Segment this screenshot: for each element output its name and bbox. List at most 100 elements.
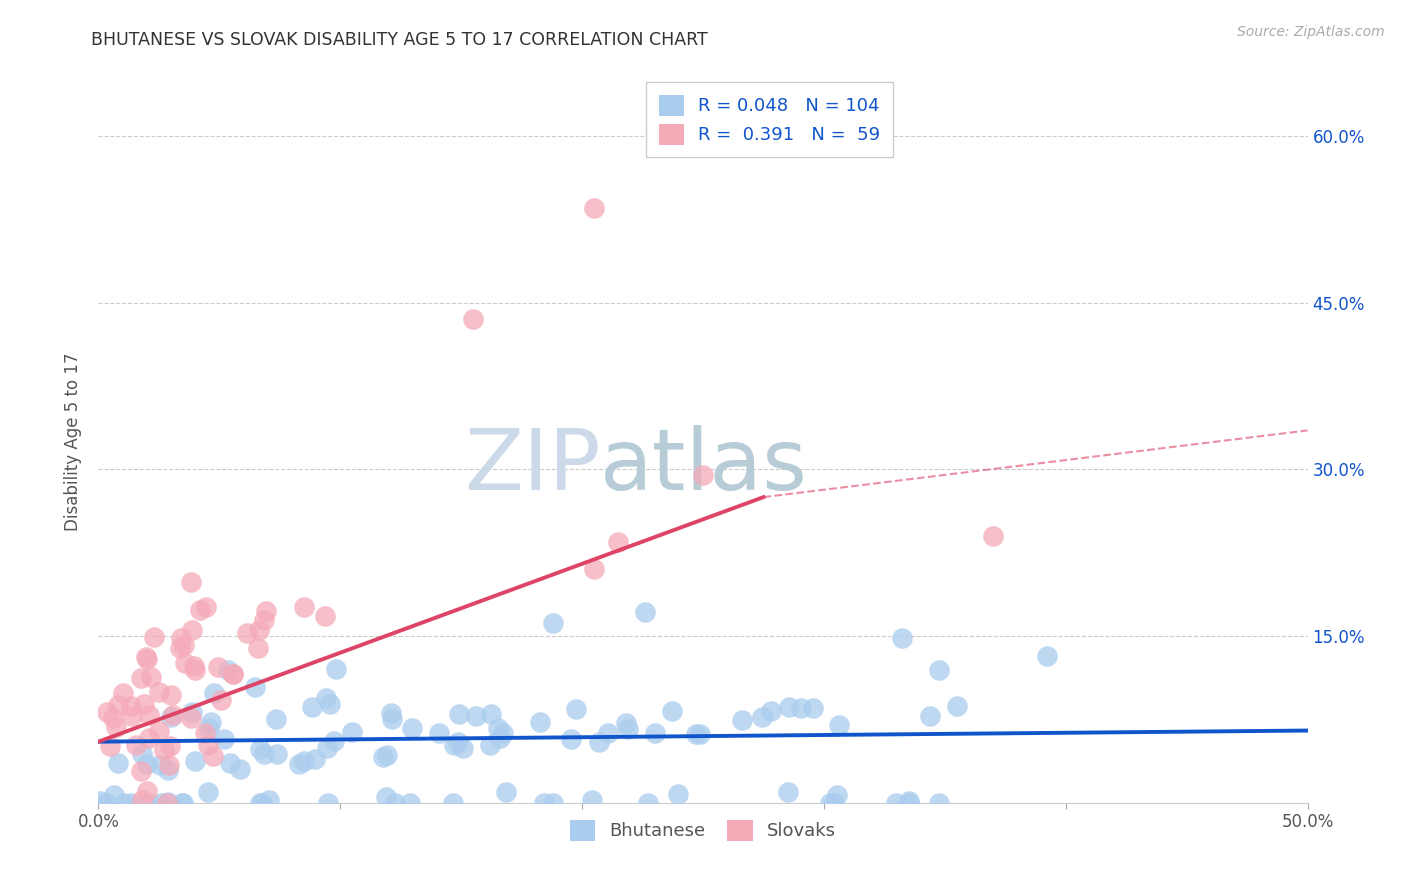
Point — [399, 796, 422, 810]
Point — [94, 796, 117, 810]
Point — [103, 711, 125, 725]
Point — [198, 721, 221, 735]
Point — [533, 796, 555, 810]
Point — [588, 735, 610, 749]
Point — [170, 632, 193, 646]
Point — [292, 754, 315, 768]
Point — [249, 796, 271, 810]
Point — [685, 727, 707, 741]
Point — [759, 704, 782, 718]
Point — [209, 692, 232, 706]
Point — [447, 735, 470, 749]
Point — [449, 707, 471, 722]
Point — [692, 467, 714, 482]
Point — [180, 705, 202, 719]
Point — [153, 742, 176, 756]
Point — [898, 794, 921, 808]
Point — [451, 741, 474, 756]
Text: ZIP: ZIP — [464, 425, 600, 508]
Point — [138, 796, 160, 810]
Point — [427, 726, 450, 740]
Point — [194, 726, 217, 740]
Point — [169, 640, 191, 655]
Point — [250, 796, 273, 810]
Point — [292, 599, 315, 614]
Point — [104, 720, 127, 734]
Point — [162, 707, 184, 722]
Point — [463, 312, 485, 326]
Point — [342, 724, 364, 739]
Point — [202, 686, 225, 700]
Point — [583, 201, 606, 215]
Point — [560, 731, 582, 746]
Point — [825, 788, 848, 802]
Point — [131, 747, 153, 761]
Point — [247, 623, 270, 637]
Point — [195, 600, 218, 615]
Point — [138, 731, 160, 745]
Point — [266, 747, 288, 761]
Point — [159, 688, 181, 702]
Point — [491, 725, 513, 739]
Point — [644, 726, 666, 740]
Point — [159, 739, 181, 754]
Point — [897, 796, 920, 810]
Point — [112, 796, 135, 810]
Point — [254, 604, 277, 618]
Point — [149, 757, 172, 772]
Point — [142, 630, 165, 644]
Point — [174, 656, 197, 670]
Point — [138, 707, 160, 722]
Point — [689, 727, 711, 741]
Point — [148, 723, 170, 738]
Point — [257, 793, 280, 807]
Point — [607, 534, 630, 549]
Point — [823, 796, 845, 810]
Point — [202, 748, 225, 763]
Point — [197, 785, 219, 799]
Point — [884, 796, 907, 810]
Point — [135, 649, 157, 664]
Point — [253, 747, 276, 761]
Point — [229, 762, 252, 776]
Point — [107, 698, 129, 713]
Point — [778, 700, 800, 714]
Point — [222, 667, 245, 681]
Point — [384, 796, 406, 810]
Point — [890, 632, 912, 646]
Point — [157, 763, 180, 777]
Point — [184, 663, 207, 677]
Point — [149, 796, 172, 810]
Point — [565, 702, 588, 716]
Point — [598, 725, 620, 739]
Point — [731, 713, 754, 727]
Point — [325, 662, 347, 676]
Point — [183, 659, 205, 673]
Point — [443, 739, 465, 753]
Point — [371, 750, 394, 764]
Point — [318, 697, 340, 711]
Point — [120, 699, 142, 714]
Y-axis label: Disability Age 5 to 17: Disability Age 5 to 17 — [65, 352, 83, 531]
Point — [172, 796, 194, 810]
Point — [1036, 649, 1059, 664]
Point — [928, 796, 950, 810]
Point — [111, 686, 134, 700]
Point — [135, 651, 157, 665]
Point — [614, 716, 637, 731]
Point — [377, 748, 399, 763]
Point — [89, 795, 111, 809]
Point — [380, 706, 402, 720]
Point — [136, 784, 159, 798]
Point — [159, 710, 181, 724]
Point — [236, 626, 259, 640]
Point — [401, 721, 423, 735]
Point — [751, 710, 773, 724]
Point — [301, 700, 323, 714]
Point — [157, 757, 180, 772]
Point — [617, 723, 640, 737]
Point — [200, 714, 222, 729]
Point — [139, 670, 162, 684]
Point — [541, 615, 564, 630]
Point — [131, 764, 153, 778]
